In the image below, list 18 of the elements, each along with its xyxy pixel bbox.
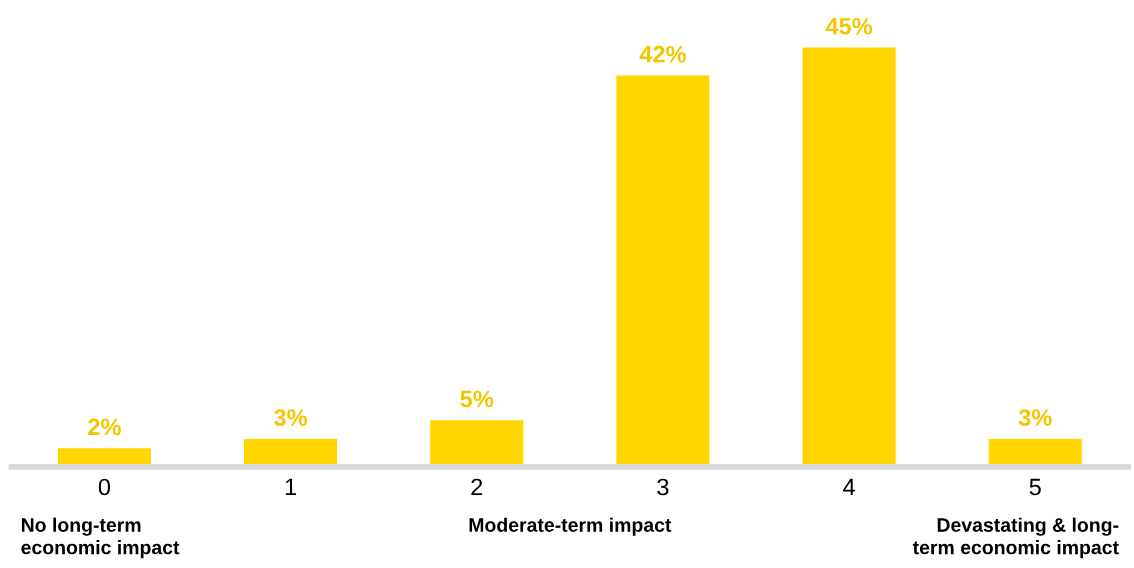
x-tick-label: 0 xyxy=(98,478,111,496)
x-tick-label: 5 xyxy=(1029,478,1041,496)
data-label: 5% xyxy=(460,390,494,408)
x-tick-label: 2 xyxy=(471,478,483,496)
data-label: 42% xyxy=(639,45,686,63)
x-tick-label: 1 xyxy=(285,478,296,496)
text: Devastating & long- term economic impact xyxy=(912,517,1119,559)
data-label: 3% xyxy=(274,409,308,426)
bar xyxy=(802,47,896,467)
text: No long-term economic impact xyxy=(21,517,180,559)
x-tick-label: 4 xyxy=(843,478,855,496)
data-label: 2% xyxy=(88,418,121,436)
bar xyxy=(430,420,524,467)
x-tick-label: 3 xyxy=(657,478,669,496)
text: Moderate-term impact xyxy=(469,517,672,536)
bar xyxy=(616,75,710,467)
data-label: 45% xyxy=(825,17,873,35)
data-label: 3% xyxy=(1018,409,1052,426)
